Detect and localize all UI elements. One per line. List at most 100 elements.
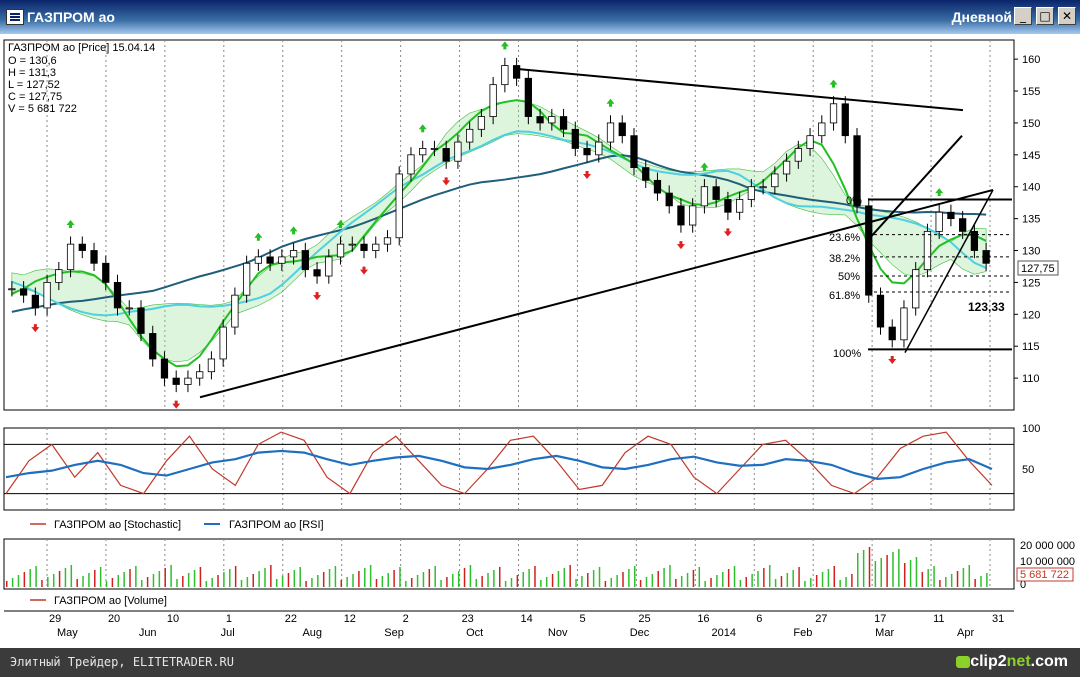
volume-bar — [745, 577, 747, 587]
minimize-button[interactable]: _ — [1014, 7, 1032, 25]
volume-bar — [768, 565, 771, 587]
volume-bar — [29, 569, 31, 587]
volume-bar — [669, 565, 671, 587]
candle-body — [442, 148, 450, 162]
x-month-label: Jun — [139, 627, 157, 639]
volume-bar — [463, 568, 466, 587]
app-icon — [6, 9, 24, 25]
volume-bar — [82, 576, 84, 587]
candle-body — [595, 141, 603, 156]
volume-bar — [328, 569, 331, 587]
volume-bar — [587, 573, 589, 587]
volume-bar — [534, 566, 536, 587]
volume-bar — [146, 577, 149, 587]
candle-body — [289, 250, 298, 258]
volume-bar — [628, 569, 630, 587]
status-bar: Элитный Трейдер, ELITETRADER.RU clip2net… — [0, 648, 1080, 677]
volume-bar — [364, 568, 366, 587]
x-day-label: 6 — [756, 613, 762, 625]
clip2net-icon — [956, 656, 970, 668]
maximize-button[interactable]: □ — [1036, 7, 1054, 25]
candle-body — [548, 116, 556, 124]
x-day-label: 12 — [344, 613, 356, 625]
x-month-label: Aug — [302, 627, 322, 639]
volume-bar — [105, 581, 108, 587]
legend-volume: ГАЗПРОМ ао [Volume] — [54, 595, 167, 607]
volume-bar — [727, 569, 730, 587]
brand-part-a: clip2 — [970, 653, 1007, 670]
channel-lower-line — [904, 189, 994, 353]
down-arrow-icon — [360, 266, 369, 275]
candle-body — [794, 148, 802, 162]
candle-body — [736, 199, 744, 213]
volume-bar — [399, 567, 401, 587]
candle-body — [31, 294, 39, 309]
volume-bar — [898, 549, 900, 587]
volume-bar — [645, 577, 648, 587]
down-arrow-icon — [313, 292, 322, 301]
fibo-label-382: 38.2% — [829, 253, 860, 265]
candle-body — [677, 205, 685, 226]
volume-bar — [340, 580, 343, 587]
volume-bar — [986, 573, 988, 587]
y-tick-label: 155 — [1022, 86, 1040, 98]
up-arrow-icon — [500, 41, 509, 50]
x-day-label: 10 — [167, 613, 179, 625]
osc-tick-label: 100 — [1022, 423, 1040, 435]
x-month-label: Sep — [384, 627, 404, 639]
up-arrow-icon — [829, 79, 838, 88]
close-button[interactable]: ✕ — [1058, 7, 1076, 25]
candle-body — [43, 282, 51, 309]
volume-bar — [950, 574, 953, 587]
ma-mid-line — [11, 130, 987, 317]
volume-bar — [305, 581, 307, 587]
volume-bar — [874, 561, 877, 587]
resistance-trendline — [514, 67, 964, 112]
down-arrow-icon — [723, 228, 732, 237]
volume-bar — [933, 566, 935, 587]
y-tick-label: 130 — [1022, 246, 1040, 258]
y-tick-label: 135 — [1022, 214, 1040, 226]
x-month-label: Dec — [630, 627, 650, 639]
candle-body — [243, 262, 251, 296]
candle-body — [407, 154, 415, 175]
channel-upper-line — [869, 135, 963, 239]
volume-bar — [405, 581, 407, 587]
candle-body — [219, 326, 227, 360]
volume-bar — [610, 578, 613, 587]
volume-bar — [868, 547, 871, 587]
volume-bar — [710, 578, 712, 587]
volume-bar — [410, 578, 413, 587]
candle-body — [665, 192, 673, 207]
volume-bar — [187, 573, 190, 587]
candle-body — [231, 294, 239, 328]
candle-body — [689, 205, 697, 226]
volume-bar — [123, 572, 125, 587]
volume-bar — [223, 572, 225, 587]
volume-bar — [722, 572, 724, 587]
volume-bar — [229, 569, 231, 587]
volume-bar — [58, 571, 61, 587]
candle-body — [970, 230, 979, 251]
candle-body — [888, 326, 896, 341]
candle-body — [935, 211, 943, 232]
candle-body — [571, 128, 579, 149]
volume-bar — [909, 560, 912, 587]
candle-body — [782, 160, 791, 175]
chart-area[interactable]: 50 100 110 115 120 125 130 135 140 145 150 155 160 2… — [0, 34, 1080, 648]
candle-body — [524, 77, 532, 117]
candle-body — [184, 377, 192, 385]
x-day-label: 2 — [403, 613, 409, 625]
info-volume: V = 5 681 722 — [8, 103, 77, 115]
volume-bar — [616, 575, 618, 587]
up-arrow-icon — [66, 220, 75, 228]
volume-bar — [70, 565, 73, 587]
volume-bar — [704, 581, 706, 587]
candle-body — [489, 84, 497, 117]
volume-bar — [540, 580, 542, 587]
volume-bar — [903, 563, 906, 587]
current-volume-label: 5 681 722 — [1020, 569, 1069, 581]
up-arrow-icon — [418, 124, 427, 133]
volume-bar — [663, 568, 665, 587]
volume-bar — [76, 579, 78, 587]
